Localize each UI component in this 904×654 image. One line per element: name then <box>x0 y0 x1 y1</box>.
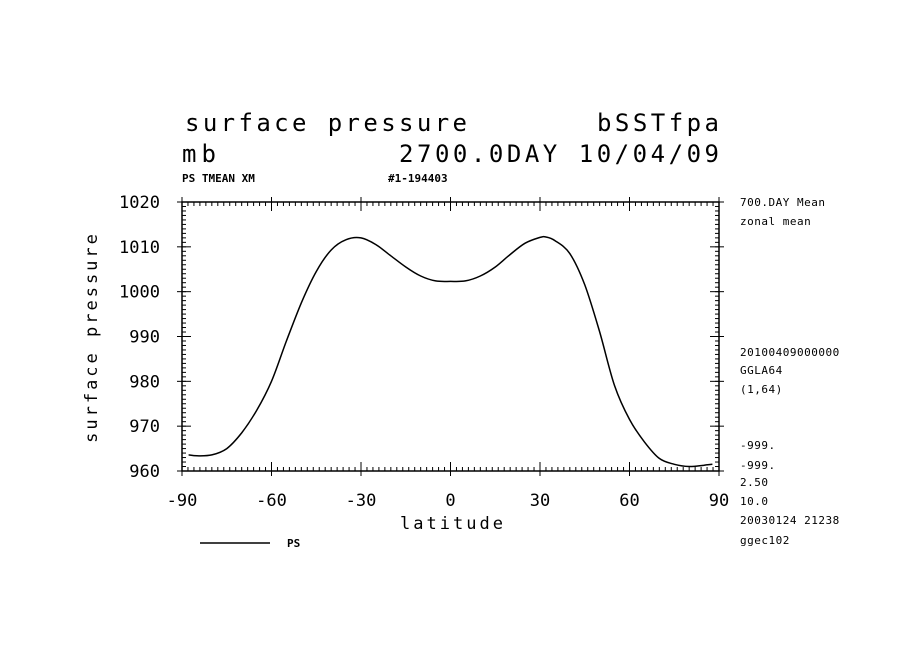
x-tick-label: 30 <box>530 491 550 511</box>
plot-frame <box>181 201 720 472</box>
units-label: mb <box>182 140 216 168</box>
tick-labels: -90 -60 -30 0 30 60 90 960 970 980 990 1000 1010 1020 <box>119 193 729 511</box>
y-tick-label: 1010 <box>119 238 160 258</box>
x-axis-label: latitude <box>400 514 506 534</box>
y-tick-label: 1020 <box>119 193 160 213</box>
side-info-source: ggec102 <box>740 534 790 547</box>
series-line-ps <box>188 235 713 468</box>
side-info-missing-2: -999. <box>740 459 776 472</box>
y-tick-label: 1000 <box>119 283 160 303</box>
legend-label-ps: PS <box>287 537 300 550</box>
x-tick-label: 90 <box>709 491 729 511</box>
y-tick-label: 990 <box>129 328 160 348</box>
axis-ticks <box>177 197 724 476</box>
side-info-level: (1,64) <box>740 383 783 396</box>
y-tick-label: 980 <box>129 372 160 392</box>
side-info-version: 20030124 21238 <box>740 514 840 527</box>
date-line: 2700.0DAY 10/04/09 <box>399 140 719 168</box>
side-info-interval: 2.50 <box>740 476 769 489</box>
run-id: bSSTfpa <box>597 109 719 137</box>
y-axis-label: surface pressure <box>82 231 102 443</box>
x-tick-label: 0 <box>445 491 455 511</box>
x-tick-label: 60 <box>619 491 639 511</box>
side-info-timestamp: 20100409000000 <box>740 346 840 359</box>
side-info-zonal: zonal mean <box>740 215 811 228</box>
x-tick-label: -30 <box>346 491 377 511</box>
side-info-period: 700.DAY Mean <box>740 196 825 209</box>
y-tick-label: 970 <box>129 417 160 437</box>
y-tick-label: 960 <box>129 462 160 482</box>
side-info-missing-1: -999. <box>740 439 776 452</box>
subtitle-mid: #1-194403 <box>388 172 448 185</box>
x-tick-label: -60 <box>256 491 287 511</box>
chart-title: surface pressure <box>185 109 467 137</box>
side-info-grid: GGLA64 <box>740 364 783 377</box>
side-info-scale: 10.0 <box>740 495 769 508</box>
x-tick-label: -90 <box>167 491 198 511</box>
subtitle-left: PS TMEAN XM <box>182 172 255 185</box>
